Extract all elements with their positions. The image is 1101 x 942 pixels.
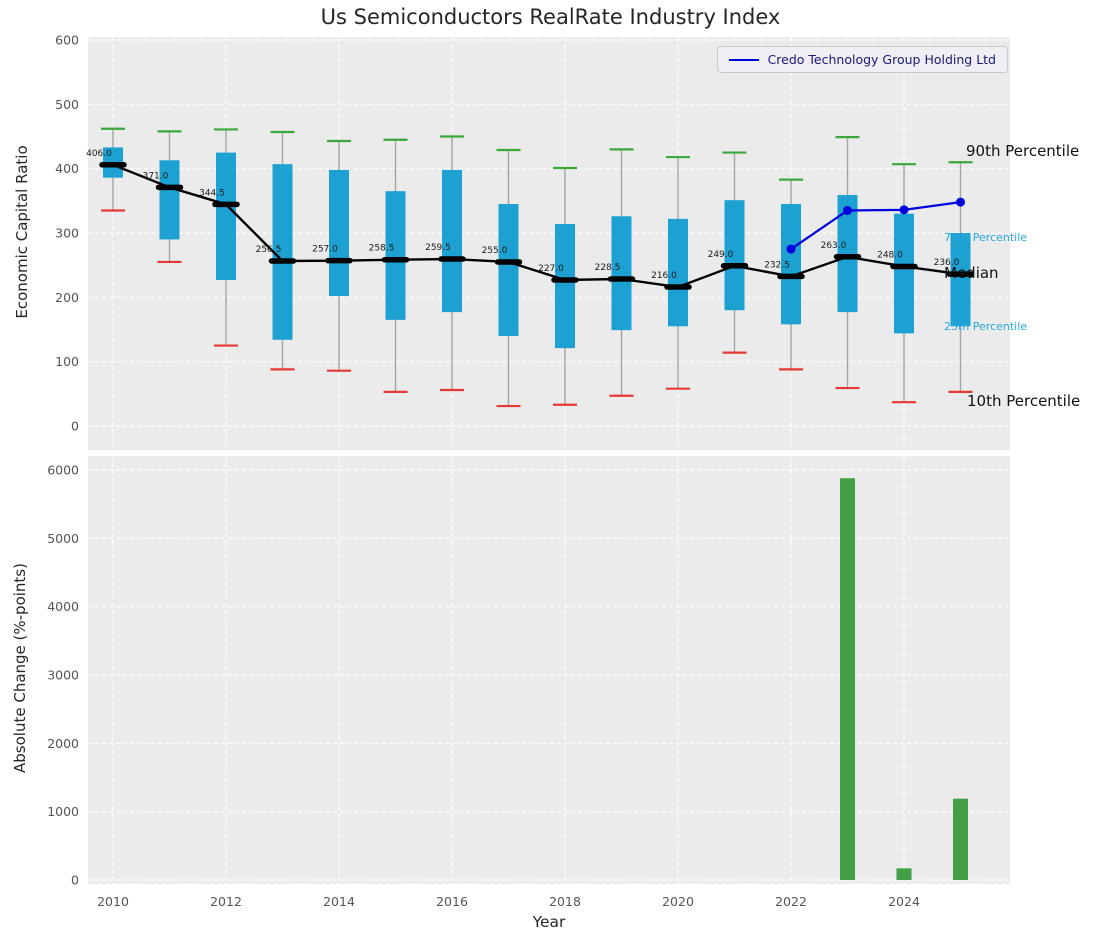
x-tick-label: 2012 bbox=[210, 894, 242, 909]
annotation-median: Median bbox=[944, 264, 999, 282]
bottom-plot-background bbox=[88, 456, 1010, 884]
y-tick-label-bottom: 6000 bbox=[47, 463, 79, 478]
x-axis-label: Year bbox=[532, 913, 566, 931]
box-2014 bbox=[329, 169, 349, 297]
median-value-label-2011: 371.0 bbox=[143, 171, 169, 181]
y-tick-label-top: 0 bbox=[71, 419, 79, 434]
median-value-label-2017: 255.0 bbox=[482, 246, 508, 256]
box-2012 bbox=[216, 152, 236, 280]
y-axis-label-bottom: Absolute Change (%-points) bbox=[11, 563, 29, 773]
median-value-label-2023: 263.0 bbox=[821, 241, 847, 251]
box-2025 bbox=[950, 233, 971, 327]
credo-line bbox=[790, 201, 961, 250]
y-tick-label-top: 400 bbox=[55, 161, 79, 176]
y-tick-label-bottom: 1000 bbox=[47, 804, 79, 819]
median-value-label-2016: 259.5 bbox=[425, 243, 451, 253]
median-value-label-2014: 257.0 bbox=[312, 245, 338, 255]
credo-point-2025 bbox=[956, 197, 965, 207]
box-2021 bbox=[724, 200, 745, 311]
credo-point-2023 bbox=[843, 205, 852, 215]
median-value-label-2013: 256.5 bbox=[256, 245, 282, 255]
median-value-label-2015: 258.5 bbox=[369, 244, 395, 254]
median-value-label-2024: 248.0 bbox=[877, 250, 903, 260]
median-line bbox=[112, 163, 961, 289]
y-tick-label-bottom: 4000 bbox=[47, 599, 79, 614]
box-2019 bbox=[611, 216, 632, 331]
y-tick-label-bottom: 2000 bbox=[47, 736, 79, 751]
median-value-label-2018: 227.0 bbox=[538, 264, 564, 274]
y-tick-label-bottom: 0 bbox=[71, 873, 79, 888]
x-tick-label: 2018 bbox=[549, 894, 581, 909]
y-tick-label-bottom: 5000 bbox=[47, 531, 79, 546]
y-tick-label-top: 300 bbox=[55, 226, 79, 241]
bar-2023 bbox=[840, 478, 855, 880]
box-2018 bbox=[555, 223, 575, 349]
x-tick-label: 2010 bbox=[97, 894, 129, 909]
bar-2025 bbox=[953, 798, 968, 880]
box-2016 bbox=[442, 169, 462, 313]
median-value-label-2010: 406.0 bbox=[86, 149, 112, 159]
y-tick-label-top: 600 bbox=[55, 33, 79, 48]
annotation-25th-percentile: 25th Percentile bbox=[944, 320, 1028, 333]
chart-title: Us Semiconductors RealRate Industry Inde… bbox=[320, 5, 781, 29]
annotation-10th-percentile: 10th Percentile bbox=[967, 392, 1081, 410]
y-tick-label-top: 200 bbox=[55, 290, 79, 305]
y-axis-label-top: Economic Capital Ratio bbox=[13, 145, 31, 319]
box-2011 bbox=[159, 160, 180, 240]
box-2023 bbox=[837, 195, 858, 313]
y-tick-label-top: 100 bbox=[55, 354, 79, 369]
x-tick-label: 2022 bbox=[775, 894, 807, 909]
x-tick-label: 2014 bbox=[323, 894, 355, 909]
box-2015 bbox=[385, 191, 406, 320]
box-2020 bbox=[668, 218, 688, 327]
median-value-label-2022: 232.5 bbox=[764, 260, 790, 270]
median-value-label-2020: 216.0 bbox=[651, 271, 677, 281]
x-tick-label: 2020 bbox=[662, 894, 694, 909]
legend: Credo Technology Group Holding Ltd bbox=[716, 46, 1008, 73]
annotation-75th-percentile: 75th Percentile bbox=[944, 231, 1028, 244]
median-value-label-2021: 249.0 bbox=[708, 250, 734, 260]
box-2013 bbox=[272, 164, 293, 340]
annotation-90th-percentile: 90th Percentile bbox=[966, 142, 1080, 160]
credo-point-2022 bbox=[786, 244, 796, 254]
x-tick-label: 2016 bbox=[436, 894, 468, 909]
median-value-label-2012: 344.5 bbox=[199, 188, 225, 198]
bar-2024 bbox=[896, 868, 912, 880]
median-value-label-2025: 236.0 bbox=[934, 258, 960, 268]
y-tick-label-bottom: 3000 bbox=[47, 668, 79, 683]
legend-label: Credo Technology Group Holding Ltd bbox=[767, 52, 996, 67]
credo-point-2024 bbox=[899, 205, 909, 215]
box-2022 bbox=[781, 204, 801, 325]
legend-line-sample bbox=[728, 58, 759, 61]
median-value-label-2019: 228.5 bbox=[595, 263, 621, 273]
y-tick-label-top: 500 bbox=[55, 97, 79, 112]
x-tick-label: 2024 bbox=[888, 894, 920, 909]
box-2024 bbox=[894, 213, 914, 334]
box-2017 bbox=[498, 204, 519, 336]
